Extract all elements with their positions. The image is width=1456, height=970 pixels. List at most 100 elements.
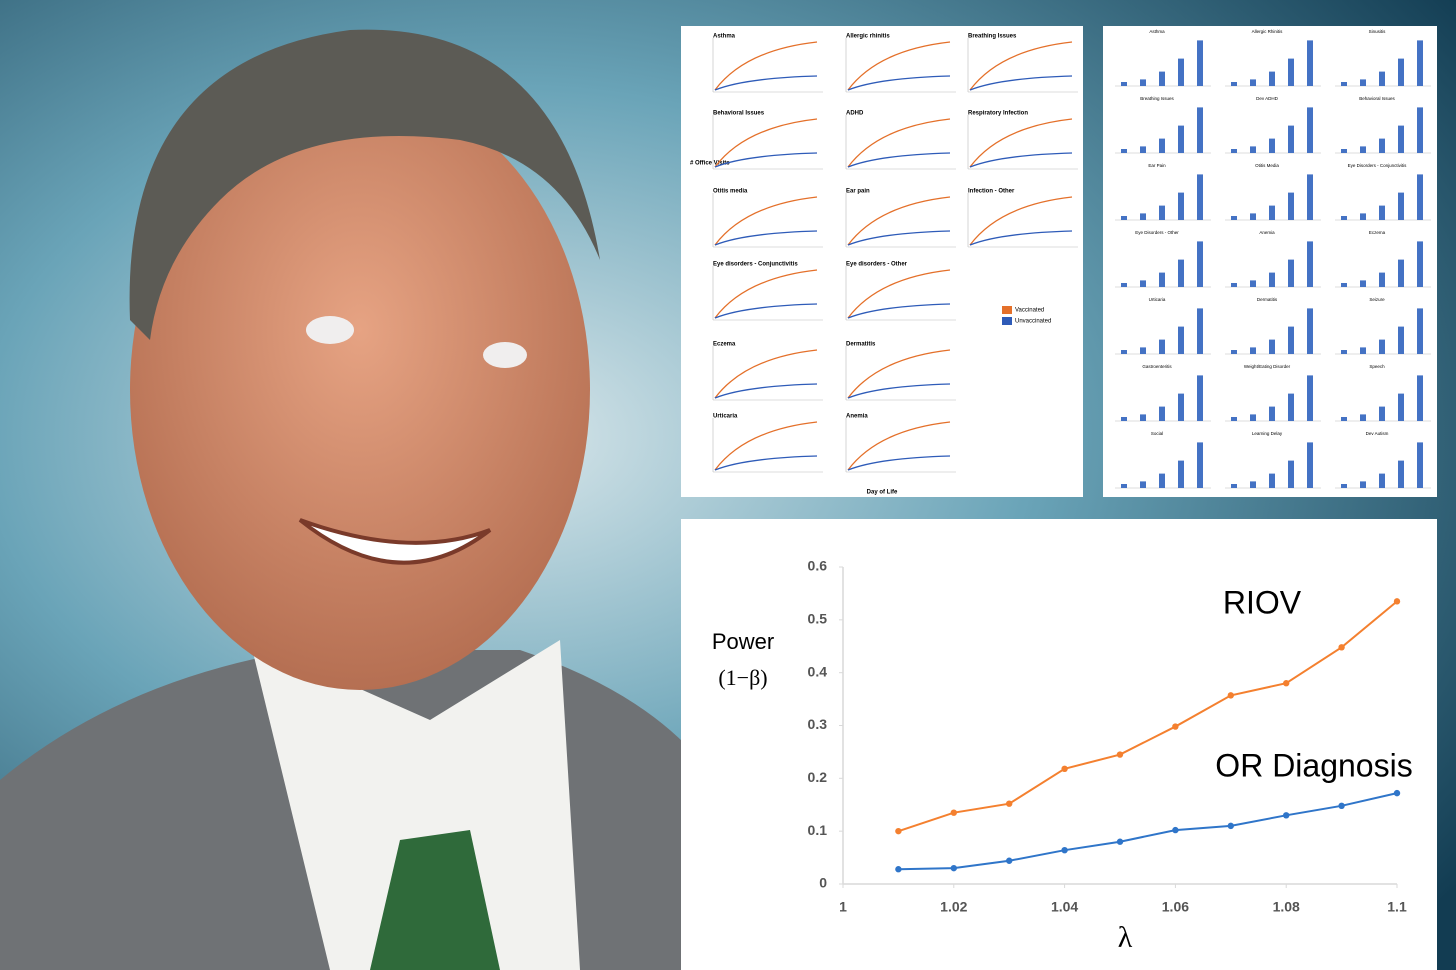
- mini-bar: [1231, 484, 1237, 488]
- point: [950, 809, 957, 816]
- mini-chart-title: Seizure: [1369, 297, 1385, 302]
- mini-bar: [1379, 205, 1385, 220]
- mini-chart-title: Eye disorders - Other: [846, 262, 908, 268]
- mini-curve: [969, 152, 1073, 168]
- mini-bar: [1140, 213, 1146, 220]
- mini-bar: [1231, 417, 1237, 421]
- point: [1006, 800, 1013, 807]
- y-tick-label: 0.4: [808, 663, 828, 679]
- mini-bar: [1231, 283, 1237, 287]
- mini-bar: [1159, 205, 1165, 220]
- x-tick-label: 1.04: [1051, 899, 1078, 915]
- mini-bar: [1341, 149, 1347, 153]
- mini-chart-title: Ear pain: [846, 189, 870, 195]
- mini-bar: [1398, 326, 1404, 354]
- mini-curve: [847, 383, 951, 399]
- mini-curve: [847, 118, 951, 168]
- mini-chart-title: Eye Disorders - Other: [1135, 230, 1179, 235]
- mini-bar: [1379, 473, 1385, 488]
- mini-bar: [1417, 241, 1423, 287]
- x-tick-label: 1: [839, 899, 847, 915]
- mini-bar: [1288, 393, 1294, 421]
- mini-bar: [1307, 174, 1313, 220]
- mini-bar: [1341, 350, 1347, 354]
- y-tick-label: 0.3: [808, 716, 828, 732]
- mini-bar: [1250, 280, 1256, 287]
- mini-chart-title: Allergic rhinitis: [846, 34, 890, 40]
- mini-bar: [1269, 272, 1275, 287]
- mini-bar: [1121, 149, 1127, 153]
- mini-chart-title: Breathing Issues: [968, 34, 1017, 40]
- mini-curve: [714, 303, 818, 319]
- mini-curve: [969, 230, 1073, 246]
- series-line: [898, 600, 1398, 833]
- mini-bar: [1269, 339, 1275, 354]
- mini-chart-title: Urticaria: [1149, 297, 1166, 302]
- mini-curve: [714, 230, 818, 246]
- smile: [298, 518, 492, 565]
- mini-bar: [1398, 58, 1404, 86]
- x-tick-label: 1.1: [1387, 899, 1407, 915]
- mini-bar: [1269, 205, 1275, 220]
- mini-bar: [1159, 406, 1165, 421]
- mini-chart-title: Behavioral Issues: [713, 111, 765, 117]
- mini-bar: [1269, 138, 1275, 153]
- mini-bar: [1360, 347, 1366, 354]
- mini-bar: [1341, 82, 1347, 86]
- mini-curve: [714, 383, 818, 399]
- mini-curve: [714, 118, 818, 168]
- y-axis-label: (1−β): [718, 665, 767, 690]
- tie: [370, 830, 500, 970]
- point: [1393, 789, 1401, 797]
- x-tick-label: 1.06: [1162, 899, 1189, 915]
- mini-bar: [1307, 375, 1313, 421]
- mini-curve: [714, 269, 818, 319]
- mini-bar: [1140, 347, 1146, 354]
- mini-curve: [847, 196, 951, 246]
- mini-bar: [1231, 82, 1237, 86]
- mini-curve: [847, 455, 951, 471]
- mini-curve: [969, 41, 1073, 91]
- mini-chart-title: Breathing Issues: [1140, 96, 1174, 101]
- mini-bar: [1379, 138, 1385, 153]
- mini-curve: [847, 303, 951, 319]
- x-tick-label: 1.02: [940, 899, 967, 915]
- legend-swatch: [1002, 306, 1012, 314]
- mini-curve: [847, 421, 951, 471]
- hair: [129, 29, 601, 340]
- series-label: OR Diagnosis: [1215, 747, 1412, 783]
- mini-bar: [1417, 375, 1423, 421]
- mini-bar: [1288, 125, 1294, 153]
- mini-bar: [1140, 146, 1146, 153]
- mini-bar: [1398, 460, 1404, 488]
- mini-bar: [1360, 79, 1366, 86]
- mini-bar: [1178, 259, 1184, 287]
- mini-chart-title: Anemia: [1259, 230, 1275, 235]
- point: [895, 866, 902, 873]
- mini-bar: [1231, 350, 1237, 354]
- mini-bar: [1307, 308, 1313, 354]
- mini-bar: [1197, 308, 1203, 354]
- mini-curve: [847, 349, 951, 399]
- mini-bar: [1341, 283, 1347, 287]
- mini-bar: [1417, 308, 1423, 354]
- mini-bar: [1197, 40, 1203, 86]
- point: [1393, 598, 1401, 605]
- mini-chart-title: Ear Pain: [1148, 163, 1166, 168]
- mini-bar: [1159, 339, 1165, 354]
- mini-bar: [1360, 213, 1366, 220]
- legend-label: Vaccinated: [1015, 308, 1044, 314]
- mini-bar: [1288, 58, 1294, 86]
- mini-bar: [1398, 125, 1404, 153]
- mini-bar: [1307, 40, 1313, 86]
- mini-bar: [1269, 473, 1275, 488]
- point: [950, 864, 957, 872]
- line-panels: [681, 26, 1083, 497]
- mini-curve: [714, 41, 818, 91]
- mini-chart-title: Allergic Rhinitis: [1252, 29, 1284, 34]
- point: [1283, 680, 1290, 687]
- mini-chart-title: Asthma: [713, 34, 736, 40]
- mini-bar: [1360, 414, 1366, 421]
